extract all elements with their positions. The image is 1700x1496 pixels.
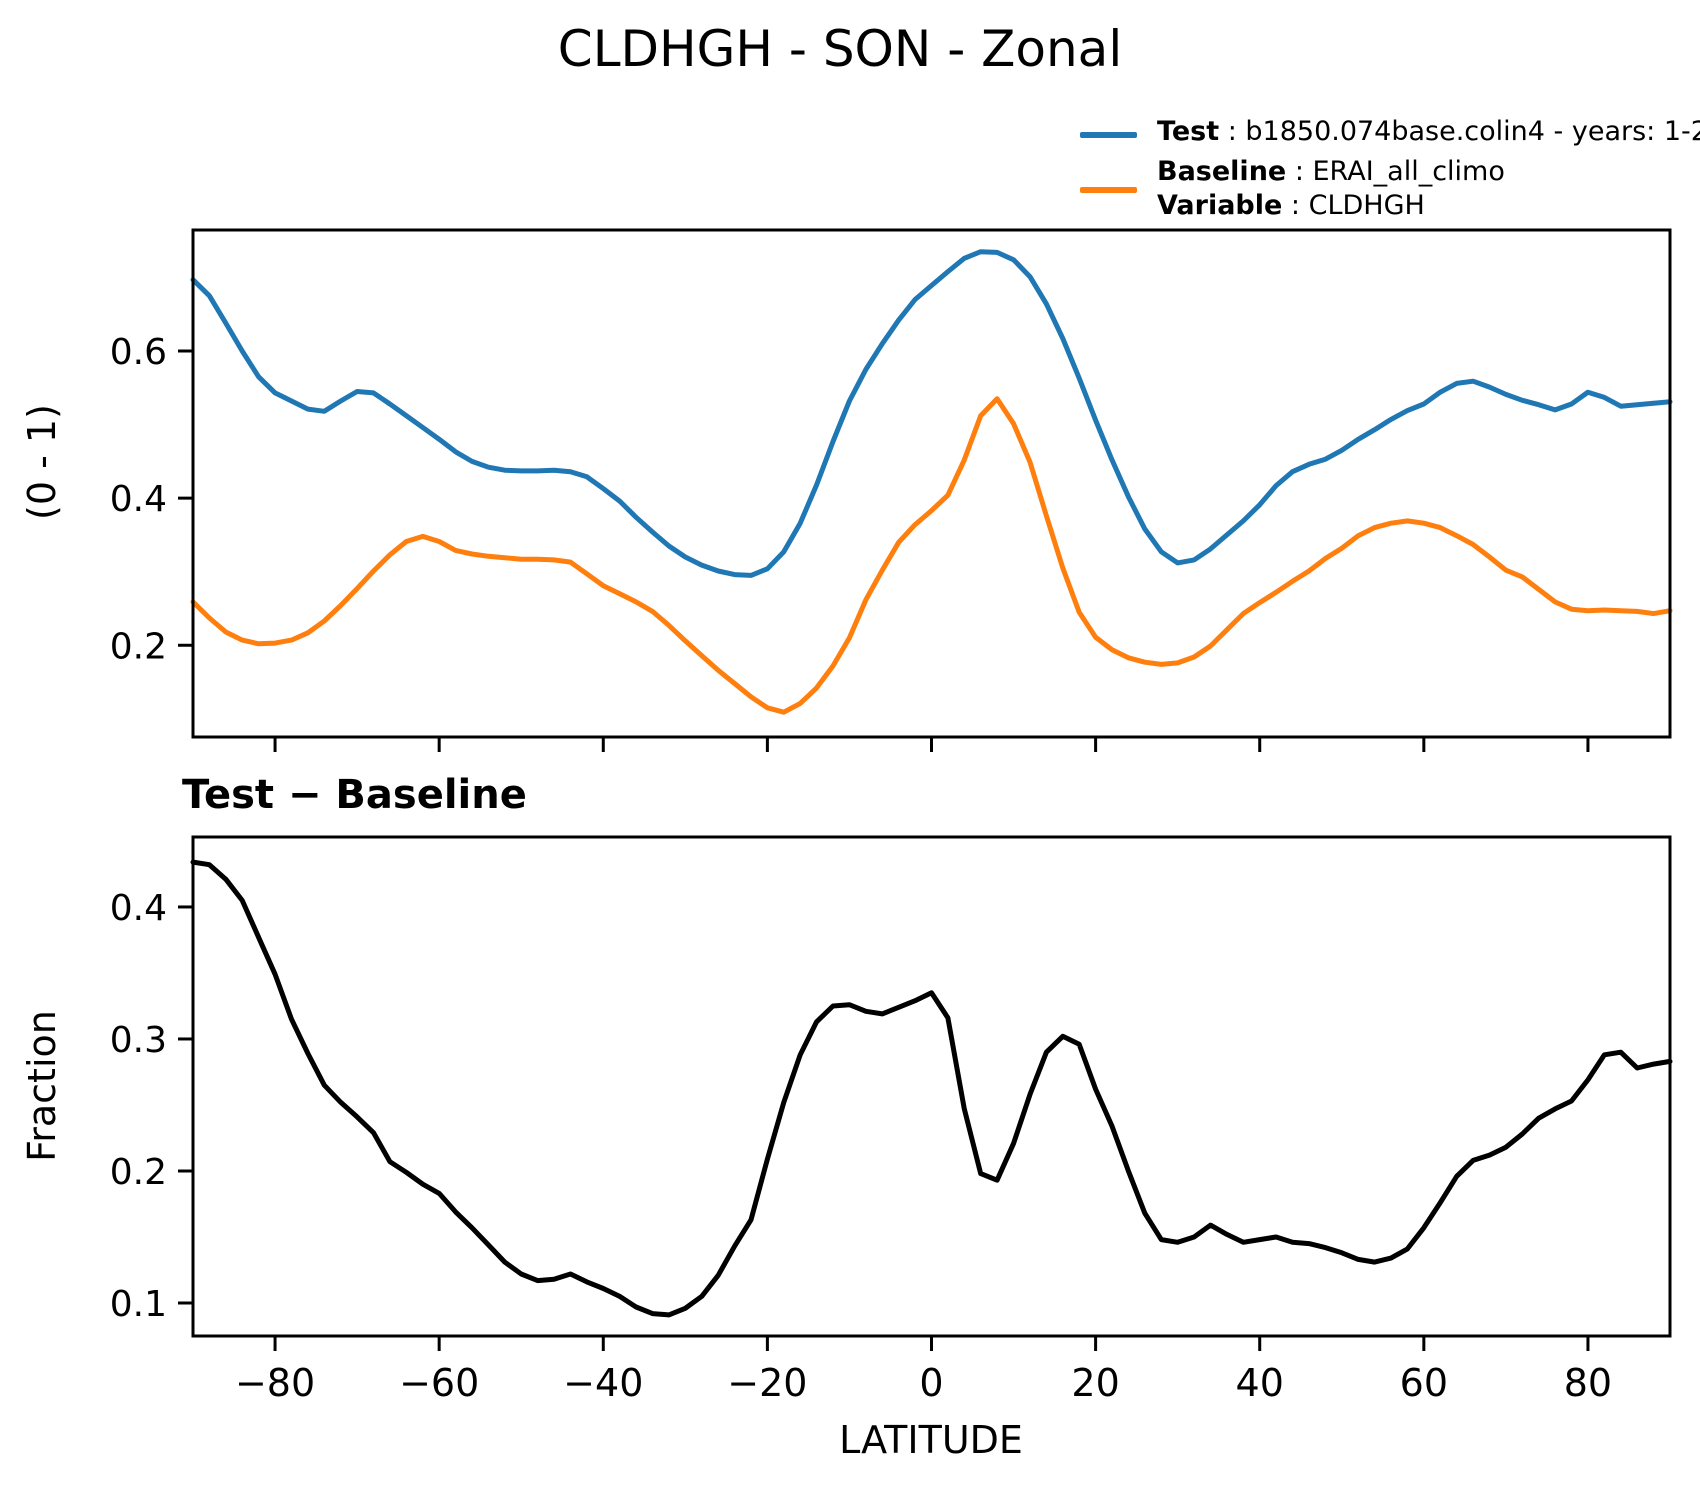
legend-separator: : [1282, 190, 1309, 221]
legend-test-key: Test [1157, 116, 1220, 147]
bottom-panel-y-tick-label: 0.2 [110, 1152, 167, 1193]
diff-panel-header: Test − Baseline [182, 772, 527, 818]
bottom-panel-x-tick-label: 20 [1071, 1361, 1119, 1405]
bottom-panel-x-tick-label: 40 [1236, 1361, 1284, 1405]
legend-baseline-value: ERAI_all_climo [1312, 156, 1505, 187]
legend-separator: : [1286, 156, 1313, 187]
legend-baseline-line-swatch [1080, 187, 1137, 193]
bottom-panel-series-line-test-minus-baseline [190, 859, 1673, 1318]
legend-test-line-swatch [1080, 132, 1137, 138]
bottom-panel-y-tick-label: 0.1 [110, 1284, 167, 1325]
bottom-panel-x-tick-label: −20 [727, 1361, 807, 1405]
legend-baseline-key: Baseline [1157, 156, 1287, 187]
bottom-panel-x-tick-label: 0 [919, 1361, 943, 1405]
legend-variable-entry: Variable : CLDHGH [1157, 190, 1425, 221]
top-panel-axes-border [191, 228, 1672, 739]
legend-test-entry: Test : b1850.074base.colin4 - years: 1-2 [1157, 116, 1700, 147]
bottom-panel-axes-border [191, 835, 1672, 1338]
legend-variable-value: CLDHGH [1308, 190, 1425, 221]
bottom-panel-x-tick-label: 60 [1400, 1361, 1448, 1405]
bottom-panel-y-tick-label: 0.4 [110, 888, 167, 929]
legend-separator: : [1219, 116, 1246, 147]
bottom-panel-y-tick-label: 0.3 [110, 1020, 167, 1061]
x-axis-label: LATITUDE [839, 1418, 1023, 1462]
chart-title: CLDHGH - SON - Zonal [557, 20, 1123, 78]
top-panel-y-tick-label: 0.2 [110, 626, 167, 667]
top-panel-series-line-test [190, 249, 1673, 578]
legend-test-value: b1850.074base.colin4 - years: 1-2 [1245, 116, 1700, 147]
legend-variable-key: Variable [1157, 190, 1283, 221]
top-panel-series-line-baseline [190, 396, 1673, 715]
top-panel-y-tick-label: 0.6 [110, 332, 167, 373]
bottom-panel-x-tick-label: 80 [1564, 1361, 1612, 1405]
top-panel-y-tick-label: 0.4 [110, 479, 167, 520]
bottom-panel-x-tick-label: −40 [563, 1361, 643, 1405]
bottom-panel-x-tick-label: −80 [235, 1361, 315, 1405]
bottom-panel-x-tick-label: −60 [399, 1361, 479, 1405]
legend-baseline-entry: Baseline : ERAI_all_climo [1157, 156, 1505, 187]
